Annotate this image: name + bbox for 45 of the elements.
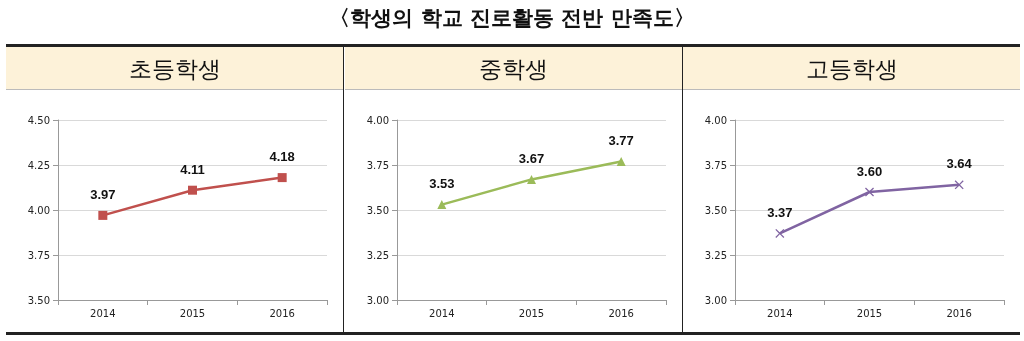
x-tick-label: 2014: [428, 307, 455, 319]
data-label: 3.64: [946, 156, 973, 172]
y-tick-label: 3.75: [704, 159, 727, 171]
point: [188, 185, 197, 195]
point: [865, 187, 874, 197]
y-tick-label: 3.75: [27, 249, 50, 261]
data-label: 3.97: [90, 186, 116, 202]
y-tick-label: 3.00: [366, 294, 389, 306]
chart-title: 중학생: [344, 47, 682, 90]
x-tick-label: 2016: [269, 307, 295, 319]
data-label: 3.67: [518, 150, 544, 166]
y-tick-label: 4.50: [27, 114, 50, 126]
y-tick-label: 4.00: [27, 204, 50, 216]
y-tick-label: 4.25: [27, 159, 50, 171]
point: [98, 210, 108, 220]
x-tick-label: 2015: [179, 307, 206, 319]
y-tick-label: 3.50: [704, 204, 727, 216]
data-label: 3.77: [608, 132, 634, 148]
y-tick-label: 3.50: [366, 204, 389, 216]
text: 〈학생의 학교 진로활동 전반 만족도〉: [328, 5, 696, 32]
x-tick-label: 2014: [90, 307, 116, 319]
chart-title: 초등학생: [6, 47, 343, 90]
y-tick-label: 3.25: [704, 249, 727, 261]
data-label: 3.53: [428, 176, 454, 192]
point: [616, 156, 626, 166]
chart-title: 고등학생: [683, 47, 1020, 90]
y-tick-label: 3.50: [27, 294, 50, 306]
y-tick-label: 3.00: [704, 294, 727, 306]
point: [436, 200, 446, 210]
point: [526, 174, 536, 184]
point: [775, 228, 785, 238]
data-label: 4.11: [180, 161, 205, 177]
data-label: 3.37: [767, 204, 793, 220]
point: [277, 173, 287, 183]
x-tick-label: 2015: [856, 307, 883, 319]
y-tick-label: 4.00: [704, 114, 727, 126]
y-tick-label: 3.75: [366, 159, 389, 171]
y-tick-label: 3.25: [366, 249, 389, 261]
x-tick-label: 2016: [946, 307, 972, 319]
y-tick-label: 4.00: [366, 114, 389, 126]
data-label: 3.60: [856, 163, 883, 179]
x-tick-label: 2014: [767, 307, 793, 319]
x-tick-label: 2015: [518, 307, 544, 319]
data-label: 4.18: [269, 149, 295, 165]
x-tick-label: 2016: [607, 307, 634, 319]
